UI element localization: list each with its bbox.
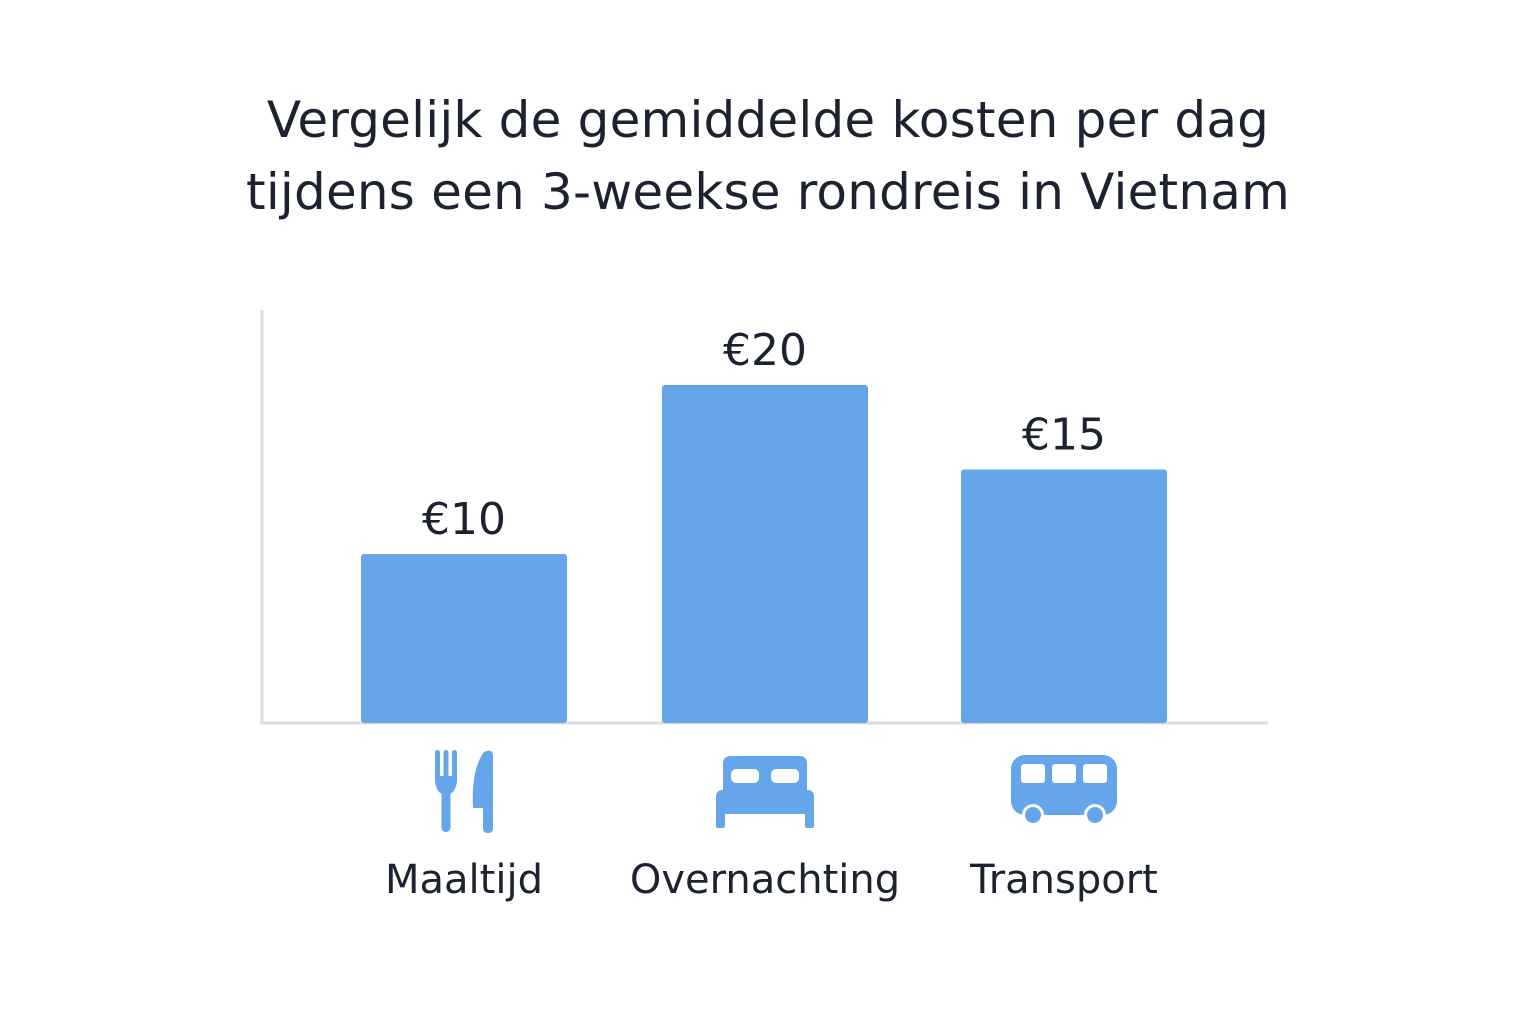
bed-icon [716,756,814,828]
category-label-maaltijd: Maaltijd [385,857,543,903]
value-label-transport: €15 [1022,410,1106,461]
bar-overnachting [662,385,868,723]
bar-maaltijd [361,554,567,723]
chart-title: Vergelijk de gemiddelde kosten per dag t… [0,84,1536,228]
chart-title-line-2: tijdens een 3-weekse rondreis in Vietnam [246,163,1290,221]
value-label-maaltijd: €10 [422,494,506,545]
value-label-overnachting: €20 [723,325,807,376]
bar-transport [961,469,1167,723]
fork-knife-icon [435,750,493,833]
bus-icon [1011,755,1117,826]
category-label-transport: Transport [969,857,1158,903]
chart-title-line-1: Vergelijk de gemiddelde kosten per dag [266,91,1270,149]
category-label-overnachting: Overnachting [630,857,900,903]
